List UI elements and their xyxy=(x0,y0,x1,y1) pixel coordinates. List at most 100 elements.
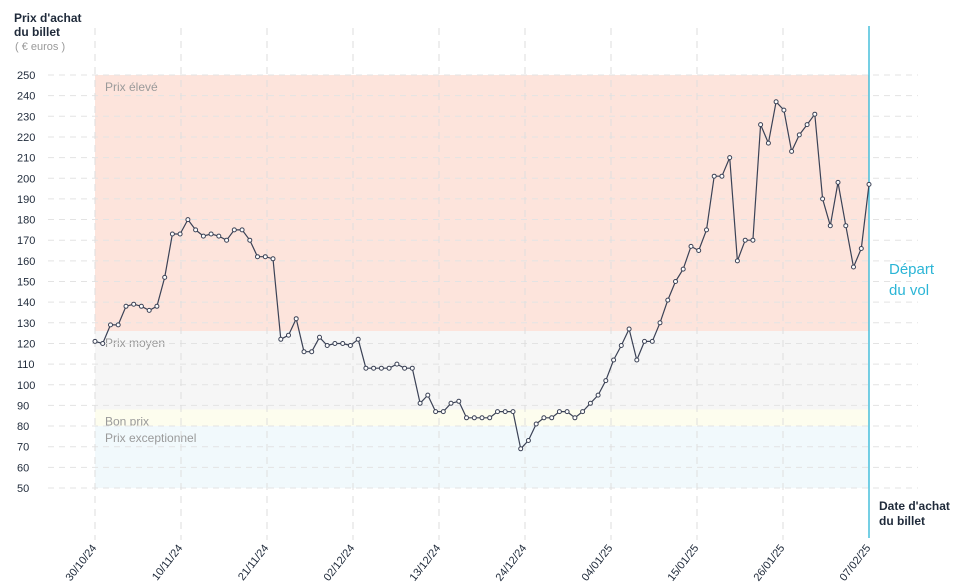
data-point[interactable] xyxy=(378,365,384,371)
data-point[interactable] xyxy=(642,338,647,344)
data-point[interactable] xyxy=(711,173,717,179)
data-point[interactable] xyxy=(262,254,268,260)
data-point[interactable] xyxy=(317,334,322,340)
data-point[interactable] xyxy=(193,227,199,233)
data-point[interactable] xyxy=(456,398,462,404)
data-point[interactable] xyxy=(115,322,121,328)
data-point[interactable] xyxy=(479,415,485,421)
data-point[interactable] xyxy=(402,365,408,371)
data-point[interactable] xyxy=(533,421,539,427)
data-point[interactable] xyxy=(812,111,818,117)
data-point[interactable] xyxy=(487,415,493,421)
data-point[interactable] xyxy=(471,415,477,421)
data-point[interactable] xyxy=(448,400,454,406)
data-point[interactable] xyxy=(286,332,291,338)
data-point[interactable] xyxy=(827,223,833,229)
data-point[interactable] xyxy=(603,378,609,384)
data-point[interactable] xyxy=(549,415,555,421)
data-point[interactable] xyxy=(100,341,106,346)
data-point[interactable] xyxy=(618,343,624,348)
data-point[interactable] xyxy=(216,233,222,239)
data-point[interactable] xyxy=(525,438,531,443)
data-point[interactable] xyxy=(696,248,702,253)
data-point[interactable] xyxy=(649,338,655,344)
data-point[interactable] xyxy=(835,179,841,185)
data-point[interactable] xyxy=(208,231,214,237)
data-point[interactable] xyxy=(433,409,439,415)
data-point[interactable] xyxy=(564,409,570,415)
data-point[interactable] xyxy=(704,227,709,233)
data-point[interactable] xyxy=(773,99,779,105)
data-point[interactable] xyxy=(789,148,795,154)
data-point[interactable] xyxy=(247,237,253,243)
data-point[interactable] xyxy=(688,243,694,249)
data-point[interactable] xyxy=(510,409,516,415)
data-point[interactable] xyxy=(866,181,872,187)
data-point[interactable] xyxy=(572,415,578,421)
data-point[interactable] xyxy=(796,132,802,138)
data-point[interactable] xyxy=(858,246,864,251)
data-point[interactable] xyxy=(138,303,144,309)
data-point[interactable] xyxy=(417,400,423,406)
data-point[interactable] xyxy=(611,357,617,363)
data-point[interactable] xyxy=(394,361,400,367)
data-point[interactable] xyxy=(293,316,299,322)
data-point[interactable] xyxy=(734,258,740,264)
data-point[interactable] xyxy=(440,409,446,415)
data-point[interactable] xyxy=(154,303,160,309)
data-point[interactable] xyxy=(634,357,640,363)
data-point[interactable] xyxy=(680,266,686,272)
data-point[interactable] xyxy=(270,256,276,262)
data-point[interactable] xyxy=(673,279,678,284)
data-point[interactable] xyxy=(92,338,98,344)
data-point[interactable] xyxy=(301,349,307,355)
data-point[interactable] xyxy=(820,196,826,202)
data-point[interactable] xyxy=(719,173,725,179)
data-point[interactable] xyxy=(750,237,756,243)
data-point[interactable] xyxy=(162,274,168,280)
data-point[interactable] xyxy=(355,336,361,342)
data-point[interactable] xyxy=(851,264,856,270)
data-point[interactable] xyxy=(123,303,129,309)
data-point[interactable] xyxy=(502,409,508,415)
data-point[interactable] xyxy=(765,140,771,146)
data-point[interactable] xyxy=(371,365,377,371)
data-point[interactable] xyxy=(340,341,346,346)
data-point[interactable] xyxy=(804,122,810,128)
data-point[interactable] xyxy=(324,343,330,348)
data-point[interactable] xyxy=(758,122,764,128)
data-point[interactable] xyxy=(587,400,593,406)
data-point[interactable] xyxy=(518,446,524,452)
data-point[interactable] xyxy=(169,231,175,237)
data-point[interactable] xyxy=(309,349,315,355)
data-point[interactable] xyxy=(177,231,183,237)
data-point[interactable] xyxy=(843,223,849,229)
data-point[interactable] xyxy=(727,155,733,161)
data-point[interactable] xyxy=(239,227,245,233)
data-point[interactable] xyxy=(131,301,137,307)
data-point[interactable] xyxy=(580,409,586,415)
data-point[interactable] xyxy=(108,322,113,328)
data-point[interactable] xyxy=(595,392,601,398)
data-point[interactable] xyxy=(231,227,237,233)
data-point[interactable] xyxy=(626,326,632,332)
data-point[interactable] xyxy=(146,307,152,313)
data-point[interactable] xyxy=(278,336,284,342)
data-point[interactable] xyxy=(541,415,547,421)
data-point[interactable] xyxy=(224,237,230,243)
data-point[interactable] xyxy=(742,237,748,243)
data-point[interactable] xyxy=(409,365,415,371)
data-point[interactable] xyxy=(665,297,671,303)
data-point[interactable] xyxy=(200,233,206,239)
data-point[interactable] xyxy=(495,409,500,415)
data-point[interactable] xyxy=(332,341,338,346)
data-point[interactable] xyxy=(657,320,663,326)
data-point[interactable] xyxy=(425,392,431,398)
data-point[interactable] xyxy=(347,343,353,348)
data-point[interactable] xyxy=(464,415,469,421)
data-point[interactable] xyxy=(185,217,191,223)
data-point[interactable] xyxy=(781,107,787,113)
data-point[interactable] xyxy=(363,365,369,371)
data-point[interactable] xyxy=(255,254,260,260)
data-point[interactable] xyxy=(556,409,562,415)
